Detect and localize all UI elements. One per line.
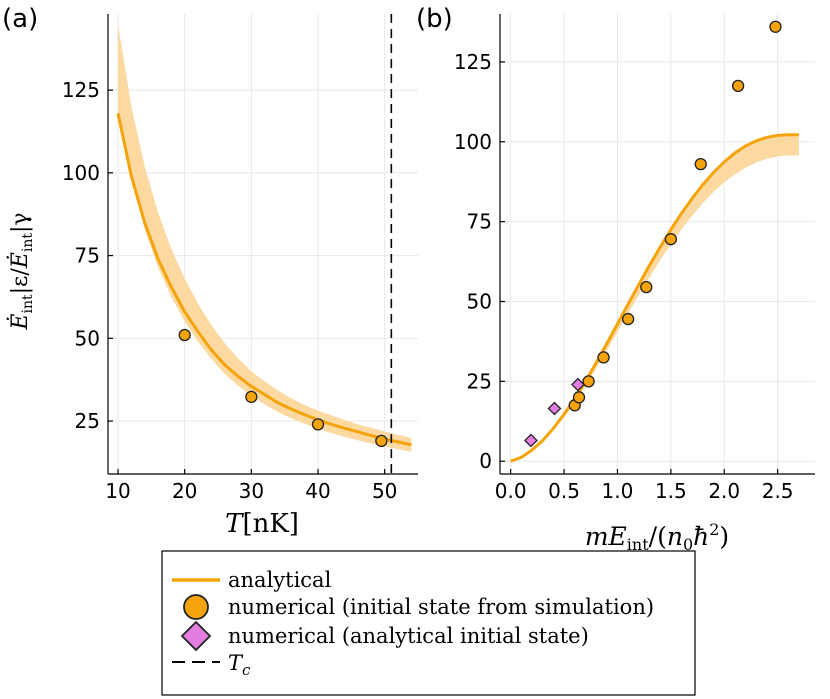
panel-a-analytical-band [118,23,412,452]
x-tick-label: 40 [305,479,330,503]
data-point-circle [621,312,635,326]
legend-label-analytical: analytical [228,568,332,592]
y-tick-label: 100 [62,161,100,185]
data-point-circle [311,418,325,431]
panel-a-analytical-curve [116,112,412,447]
xlabel-b-e: E [608,522,627,551]
panel-a-grid [108,14,418,474]
panel-b-axes [499,14,815,475]
panel-b-tick-labels: 0.0 0.5 1.0 1.5 2.0 2.5 0 25 50 75 100 125 [454,50,794,503]
legend-circle-marker [183,594,209,620]
data-point-diamond [547,401,562,416]
data-point-circle [597,351,610,364]
xlabel-b-paren: /( [649,522,667,551]
panel-a-plot: 10 20 30 40 50 25 50 75 100 125 [62,14,418,503]
data-point-circle [572,391,586,404]
y-tick-label: 50 [75,326,100,350]
x-tick-label: 30 [239,479,264,503]
xlabel-b-sub0: 0 [683,535,693,554]
y-tick-label: 25 [75,409,100,433]
y-tick-label: 75 [75,244,100,268]
panel-a-ylabel: Ėint|ε/Ėint|γ [6,212,36,330]
y-tick-label: 100 [454,130,492,154]
y-tick-label: 50 [467,290,492,314]
data-point-diamond [571,377,585,392]
data-point-circle [178,328,191,342]
panel-b-analytical-curve [510,133,799,463]
data-point-circle [640,280,653,294]
ylabel-text: Ėint|ε/Ėint|γ [6,212,36,330]
x-tick-label: 2.0 [708,479,740,503]
ylabel-int2: int [20,233,36,252]
legend-tc-t: T [228,651,244,675]
y-tick-label: 25 [467,369,492,393]
ylabel-int1: int [20,294,36,313]
y-tick-label: 75 [467,210,492,234]
xlabel-b-int: int [627,535,649,554]
data-point-diamond [524,433,538,448]
y-tick-label: 0 [479,449,492,473]
panel-b-markers [524,20,782,448]
data-point-circle [694,157,707,171]
panel-b-grid [500,14,815,474]
panel-a-xlabel: T[nK] [225,509,299,539]
ylabel-slash: / [8,268,33,276]
xlabel-b-m: m [585,522,609,551]
xlabel-a-unit: [nK] [242,509,298,539]
y-tick-label: 125 [454,50,492,74]
panel-b-xlabel: mEint/(n0ħ2) [585,520,729,554]
legend: analytical numerical (initial state from… [161,550,696,696]
legend-label-numerical-analytic: numerical (analytical initial state) [228,624,589,648]
panel-a-axes [107,14,418,475]
panel-a-label: (a) [2,4,38,34]
y-tick-label: 125 [62,78,100,102]
xlabel-b-n: n [667,522,683,551]
legend-diamond-marker [180,620,212,652]
x-tick-label: 2.5 [762,479,794,503]
x-tick-label: 20 [172,479,197,503]
data-point-circle [731,79,745,93]
legend-tc-c: c [242,661,251,679]
x-tick-label: 10 [105,479,130,503]
ylabel-bar-gamma: |γ [8,212,33,233]
data-point-circle [582,375,595,388]
legend-box [161,550,696,696]
panel-a-markers [178,328,388,448]
panel-a-tick-labels: 10 20 30 40 50 25 50 75 100 125 [62,78,398,503]
x-tick-label: 1.5 [655,479,687,503]
data-point-circle [245,390,258,404]
xlabel-b-hbar: ħ [693,522,709,551]
legend-label-tc: Tc [228,651,251,679]
data-point-circle [769,20,782,33]
panel-b-plot: 0.0 0.5 1.0 1.5 2.0 2.5 0 25 50 75 100 125 [454,14,815,503]
xlabel-b-close: ) [719,522,729,551]
x-tick-label: 50 [372,479,397,503]
xlabel-a-var: T [225,509,244,539]
xlabel-b-sup2: 2 [709,520,719,539]
x-tick-label: 0.0 [495,479,527,503]
panel-b-label: (b) [416,4,453,34]
x-tick-label: 1.0 [602,479,634,503]
data-point-circle [375,434,388,448]
x-tick-label: 0.5 [548,479,580,503]
ylabel-e1: Ė [6,314,33,331]
legend-label-numerical-sim: numerical (initial state from simulation… [228,595,654,619]
data-point-circle [664,233,677,246]
ylabel-e2: Ė [6,252,33,269]
ylabel-bar-eps: |ε [8,276,33,295]
